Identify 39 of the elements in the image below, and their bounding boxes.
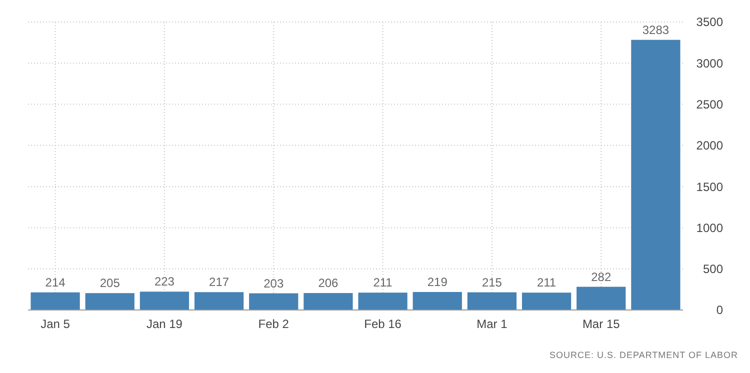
data-label: 217 bbox=[209, 275, 230, 290]
x-tick-label: Mar 15 bbox=[582, 317, 620, 331]
y-tick-label: 2500 bbox=[696, 97, 724, 112]
data-label: 206 bbox=[318, 276, 339, 290]
x-tick-label: Mar 1 bbox=[476, 317, 508, 331]
y-tick-label: 3500 bbox=[696, 15, 724, 30]
y-tick-label: 0 bbox=[716, 303, 724, 318]
data-label: 215 bbox=[482, 275, 502, 290]
y-tick-label: 1500 bbox=[696, 180, 724, 194]
y-tick-label: 2000 bbox=[696, 138, 724, 153]
data-label: 214 bbox=[45, 275, 66, 290]
y-tick-label: 500 bbox=[702, 262, 724, 276]
bar bbox=[30, 292, 80, 310]
bar bbox=[412, 292, 462, 310]
bar bbox=[467, 292, 517, 310]
data-label: 3283 bbox=[642, 22, 670, 37]
bar bbox=[85, 293, 134, 310]
bar bbox=[249, 293, 298, 310]
data-label: 205 bbox=[100, 276, 120, 290]
data-label: 211 bbox=[373, 276, 393, 290]
x-tick-label: Jan 5 bbox=[40, 317, 70, 331]
source-note: SOURCE: U.S. DEPARTMENT OF LABOR bbox=[549, 350, 738, 360]
bar bbox=[576, 286, 626, 310]
bar bbox=[631, 40, 680, 310]
bar bbox=[304, 293, 353, 310]
bar bbox=[194, 292, 244, 310]
data-label: 203 bbox=[264, 276, 284, 290]
data-label: 219 bbox=[427, 274, 448, 289]
data-label: 223 bbox=[154, 274, 175, 289]
y-tick-label: 3000 bbox=[696, 56, 724, 70]
bar bbox=[358, 292, 408, 310]
data-label: 282 bbox=[591, 270, 612, 284]
x-tick-label: Feb 16 bbox=[364, 317, 402, 331]
bar bbox=[140, 292, 190, 310]
bar bbox=[522, 292, 572, 310]
x-tick-label: Feb 2 bbox=[258, 317, 290, 331]
data-label: 211 bbox=[536, 276, 556, 290]
x-tick-label: Jan 19 bbox=[146, 317, 183, 331]
y-tick-label: 1000 bbox=[696, 220, 724, 235]
